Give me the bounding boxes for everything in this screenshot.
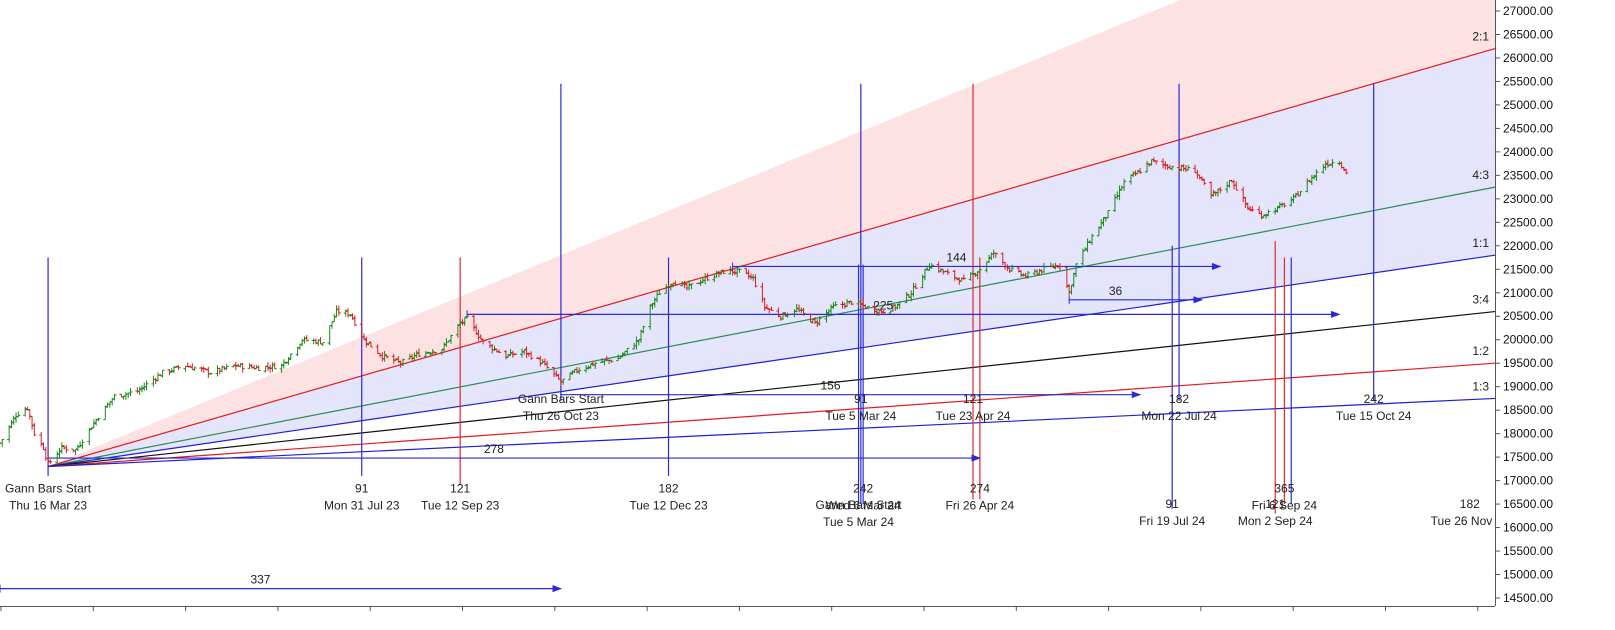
cycle-label: Tue 5 Mar 24: [825, 409, 896, 423]
y-tick-label: 16000.00: [1503, 521, 1553, 535]
y-tick-label: 18500.00: [1503, 403, 1553, 417]
y-tick-label: 25000.00: [1503, 98, 1553, 112]
count-arrow-label: 337: [250, 573, 270, 587]
y-tick-label: 14500.00: [1503, 591, 1553, 605]
y-tick-label: 15500.00: [1503, 544, 1553, 558]
y-tick-label: 16500.00: [1503, 497, 1553, 511]
fan-ratio-label: 3:4: [1472, 293, 1489, 307]
cycle-label: Tue 12 Dec 23: [629, 498, 708, 512]
cycle-label: 121: [1265, 497, 1285, 511]
horizontal-count-arrows: 337 278 156 225 144 36: [0, 250, 1341, 593]
gann-fan: 2:1 4:3 1:1 3:4 1:2 1:3: [47, 30, 1496, 468]
cycle-label: 91: [854, 392, 868, 406]
y-tick-label: 20500.00: [1503, 309, 1553, 323]
y-tick-label: 24500.00: [1503, 121, 1553, 135]
y-tick-label: 25500.00: [1503, 74, 1553, 88]
count-arrow-label: 225: [873, 298, 893, 312]
fan-line: [48, 362, 1496, 468]
cycle-label: Gann Bars Start: [816, 498, 903, 512]
cycle-label: Mon 22 Jul 24: [1141, 409, 1217, 423]
cycle-label: 365: [1274, 481, 1294, 495]
y-tick-label: 19500.00: [1503, 356, 1553, 370]
y-tick-label: 26500.00: [1503, 27, 1553, 41]
cycle-label: Thu 26 Oct 23: [523, 409, 599, 423]
y-tick-label: 27000.00: [1503, 4, 1553, 18]
fan-ratio-label: 4:3: [1472, 168, 1489, 182]
time-cycle-lines: [47, 83, 1375, 514]
cycle-label: 242: [853, 481, 873, 495]
cycle-label: 121: [450, 481, 470, 495]
count-arrow-label: 278: [484, 442, 504, 456]
cycle-label: Mon 31 Jul 23: [324, 498, 400, 512]
y-tick-label: 15000.00: [1503, 568, 1553, 582]
fan-ratio-label: 1:3: [1472, 379, 1489, 393]
cycle-label: 91: [355, 481, 369, 495]
cycle-label: Fri 19 Jul 24: [1139, 514, 1205, 528]
cycle-label: 182: [658, 481, 678, 495]
cycle-label: Gann Bars Start: [518, 392, 605, 406]
cycle-label: 242: [1364, 392, 1384, 406]
cycle-label: Tue 5 Mar 24: [823, 515, 894, 529]
y-tick-label: 22500.00: [1503, 215, 1553, 229]
cycle-label: Mon 2 Sep 24: [1238, 514, 1313, 528]
count-arrow-label: 36: [1109, 284, 1123, 298]
y-tick-label: 22000.00: [1503, 239, 1553, 253]
y-tick-label: 17000.00: [1503, 474, 1553, 488]
cycle-label: 182: [1460, 497, 1480, 511]
cycle-label: Fri 6 Sep 24: [1252, 498, 1318, 512]
cycle-label: Wed 6 Mar 24: [826, 498, 901, 512]
y-tick-label: 21000.00: [1503, 286, 1553, 300]
cycle-labels: Gann Bars Start Thu 16 Mar 23 91 Mon 31 Jul…: [5, 392, 1509, 529]
y-tick-label: 23000.00: [1503, 192, 1553, 206]
gann-zones: [48, 0, 1495, 467]
y-tick-label: 26000.00: [1503, 51, 1553, 65]
count-arrow-label: 144: [946, 250, 966, 264]
y-tick-label: 17500.00: [1503, 450, 1553, 464]
fan-line: [48, 310, 1496, 468]
y-tick-label: 24000.00: [1503, 145, 1553, 159]
y-tick-label: 20000.00: [1503, 333, 1553, 347]
cycle-label: 121: [963, 392, 983, 406]
cycle-label: Tue 12 Sep 23: [421, 498, 500, 512]
fan-line: [47, 254, 1496, 468]
price-bars: [0, 157, 1349, 464]
cycle-label: Tue 26 Nov 24: [1431, 514, 1510, 528]
cycle-label: Tue 23 Apr 24: [936, 409, 1011, 423]
fan-line: [47, 186, 1496, 468]
y-tick-label: 18000.00: [1503, 427, 1553, 441]
cycle-label: Thu 16 Mar 23: [9, 498, 87, 512]
fan-ratio-label: 1:1: [1472, 236, 1489, 250]
cycle-label: 182: [1169, 392, 1189, 406]
cycle-label: 274: [970, 481, 990, 495]
cycle-label: Fri 26 Apr 24: [946, 498, 1015, 512]
y-tick-label: 21500.00: [1503, 262, 1553, 276]
fan-line: [47, 47, 1496, 468]
y-tick-label: 19000.00: [1503, 380, 1553, 394]
count-arrow-label: 156: [821, 379, 841, 393]
fan-ratio-label: 2:1: [1472, 30, 1489, 44]
axis-background: [1495, 0, 1615, 630]
y-tick-label: 23500.00: [1503, 168, 1553, 182]
cycle-label: 91: [1166, 497, 1180, 511]
cycle-label: Tue 15 Oct 24: [1336, 409, 1412, 423]
pink-zone: [48, 0, 1495, 467]
fan-ratio-label: 1:2: [1472, 344, 1489, 358]
cycle-label: Gann Bars Start: [5, 481, 92, 495]
fan-line: [48, 397, 1496, 468]
